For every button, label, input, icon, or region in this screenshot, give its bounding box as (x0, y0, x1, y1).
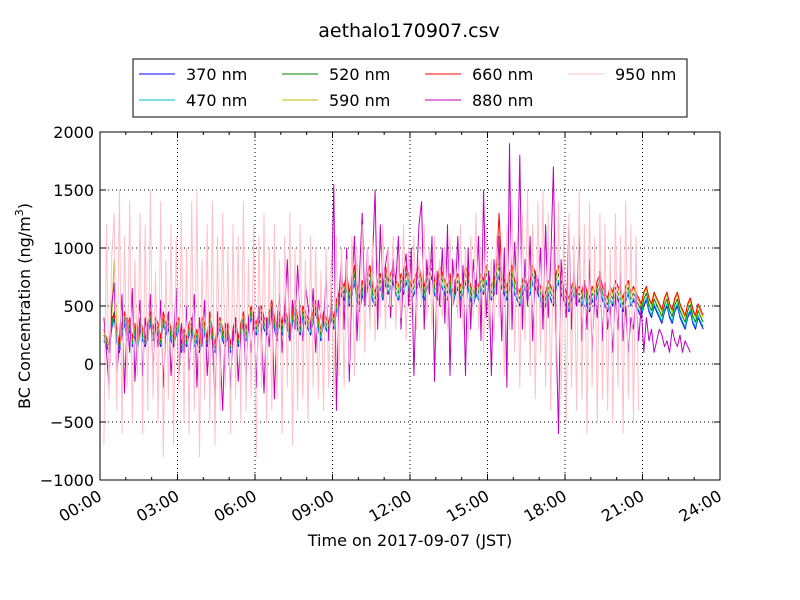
series-group (103, 143, 704, 458)
plot-area (99, 131, 721, 481)
x-tick-label: 00:00 (56, 486, 105, 526)
x-tick-label: 06:00 (211, 486, 260, 526)
y-axis-label: BC Concentration (ng/m3) (13, 203, 34, 409)
legend-label: 520 nm (329, 65, 390, 84)
y-tick-label: 1000 (53, 239, 94, 258)
x-tick-label: 03:00 (133, 486, 182, 526)
ticks (99, 131, 721, 481)
x-tick-labels: 00:00 03:00 06:00 09:00 12:00 15:00 18:00 21:00… (56, 486, 725, 526)
legend-label: 590 nm (329, 91, 390, 110)
x-tick-label: 24:00 (676, 486, 725, 526)
legend-label: 660 nm (472, 65, 533, 84)
x-axis-label: Time on 2017-09-07 (JST) (307, 531, 512, 550)
y-axis-label-main: BC Concentration (ng/m (15, 216, 34, 409)
x-tick-label: 12:00 (366, 486, 415, 526)
y-tick-label: −500 (50, 413, 94, 432)
y-axis-label-end: ) (15, 203, 34, 209)
y-tick-label: 2000 (53, 123, 94, 142)
legend-frame (132, 58, 688, 118)
chart-title: aethalo170907.csv (318, 20, 500, 42)
legend-label: 470 nm (186, 91, 247, 110)
series-line-950-nm (103, 189, 640, 458)
legend-label: 370 nm (186, 65, 247, 84)
x-tick-label: 21:00 (598, 486, 647, 526)
legend: 370 nm 470 nm 520 nm 590 nm 660 nm 880 nm 950 … (132, 58, 688, 118)
y-tick-label: −1000 (40, 471, 94, 490)
x-tick-label: 15:00 (443, 486, 492, 526)
y-tick-label: 0 (84, 355, 94, 374)
legend-label: 950 nm (615, 65, 676, 84)
legend-label: 880 nm (472, 91, 533, 110)
y-tick-label: 500 (63, 297, 94, 316)
y-axis-label-superscript: 3 (13, 209, 26, 216)
y-tick-label: 1500 (53, 181, 94, 200)
y-tick-labels: −1000 −500 0 500 1000 1500 2000 (40, 123, 94, 490)
x-tick-label: 18:00 (521, 486, 570, 526)
x-tick-label: 09:00 (288, 486, 337, 526)
